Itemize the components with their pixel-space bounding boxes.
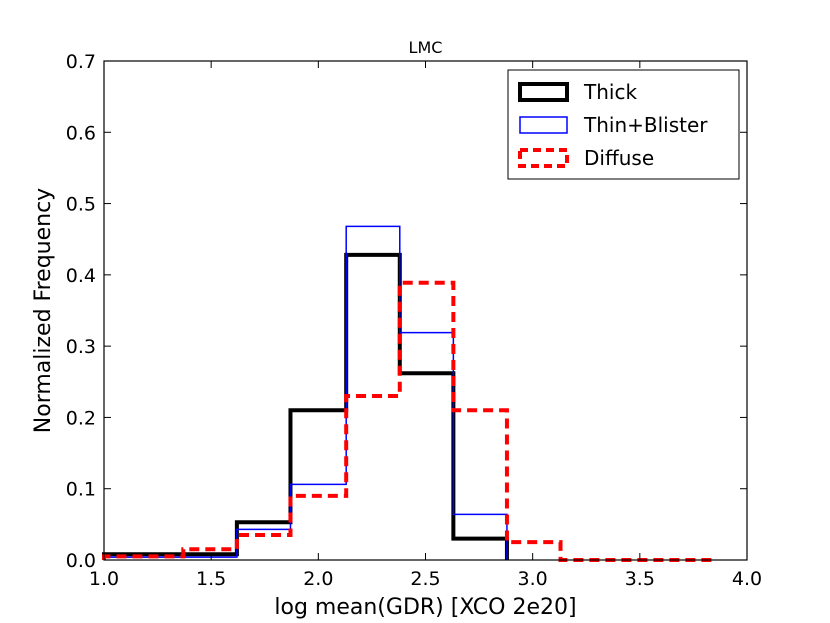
legend-label: Thick bbox=[583, 80, 637, 104]
legend-label: Thin+Blister bbox=[583, 113, 708, 137]
x-tick-label: 1.5 bbox=[196, 568, 226, 590]
y-tick-label: 0.0 bbox=[66, 550, 96, 572]
x-tick-label: 1.0 bbox=[89, 568, 119, 590]
x-axis-title: log mean(GDR) [XCO 2e20] bbox=[274, 595, 576, 620]
y-tick-label: 0.1 bbox=[66, 479, 96, 501]
y-tick-label: 0.3 bbox=[66, 336, 96, 358]
series-layer bbox=[102, 225, 715, 562]
legend: Thick Thin+Blister Diffuse bbox=[507, 69, 740, 180]
y-tick-label: 0.4 bbox=[66, 265, 96, 287]
y-axis-title: Normalized Frequency bbox=[31, 188, 56, 433]
x-tick-label: 4.0 bbox=[732, 568, 762, 590]
y-tick-label: 0.6 bbox=[66, 122, 96, 144]
y-tick-label: 0.2 bbox=[66, 407, 96, 429]
legend-swatch-thick bbox=[518, 82, 569, 102]
legend-label: Diffuse bbox=[584, 146, 654, 170]
series-diffuse bbox=[102, 280, 715, 562]
x-tick-label: 2.5 bbox=[410, 568, 440, 590]
legend-swatch-thin-blister bbox=[519, 116, 568, 134]
x-tick-label: 3.5 bbox=[625, 568, 655, 590]
axes-layer: 1.0 1.5 2.0 2.5 3.0 3.5 4.0 0.0 0.1 0.2 0.3 0.4 0.5 0… bbox=[66, 51, 762, 590]
legend-swatch-diffuse bbox=[518, 148, 569, 168]
x-tick-label: 2.0 bbox=[303, 568, 333, 590]
y-tick-label: 0.5 bbox=[66, 194, 96, 216]
chart-title: LMC bbox=[409, 38, 443, 57]
series-thick bbox=[102, 252, 509, 560]
series-thin-blister bbox=[103, 225, 508, 560]
legend-box bbox=[507, 69, 740, 180]
y-tick-label: 0.7 bbox=[66, 51, 96, 73]
x-tick-label: 3.0 bbox=[518, 568, 548, 590]
